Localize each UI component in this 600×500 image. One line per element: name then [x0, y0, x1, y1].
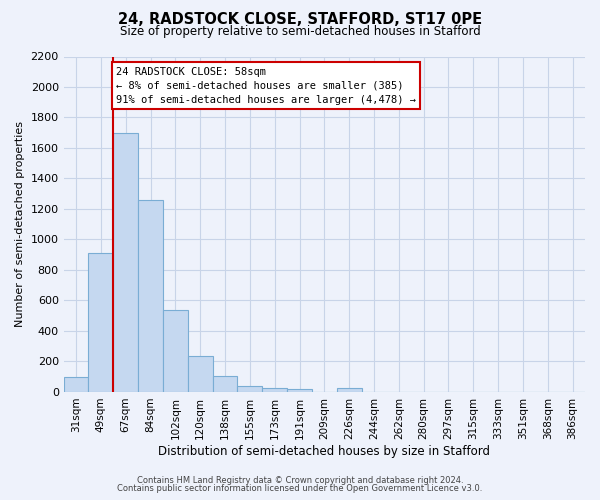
Text: Contains HM Land Registry data © Crown copyright and database right 2024.: Contains HM Land Registry data © Crown c… — [137, 476, 463, 485]
Text: 24 RADSTOCK CLOSE: 58sqm
← 8% of semi-detached houses are smaller (385)
91% of s: 24 RADSTOCK CLOSE: 58sqm ← 8% of semi-de… — [116, 66, 416, 104]
Bar — [138, 200, 163, 392]
X-axis label: Distribution of semi-detached houses by size in Stafford: Distribution of semi-detached houses by … — [158, 444, 490, 458]
Text: Contains public sector information licensed under the Open Government Licence v3: Contains public sector information licen… — [118, 484, 482, 493]
Bar — [113, 132, 138, 392]
Bar — [88, 253, 113, 392]
Text: Size of property relative to semi-detached houses in Stafford: Size of property relative to semi-detach… — [119, 25, 481, 38]
Bar — [262, 388, 287, 392]
Y-axis label: Number of semi-detached properties: Number of semi-detached properties — [15, 121, 25, 327]
Bar — [212, 376, 238, 392]
Bar — [238, 386, 262, 392]
Bar — [337, 388, 362, 392]
Bar — [163, 310, 188, 392]
Bar — [64, 376, 88, 392]
Bar — [287, 389, 312, 392]
Bar — [188, 356, 212, 392]
Text: 24, RADSTOCK CLOSE, STAFFORD, ST17 0PE: 24, RADSTOCK CLOSE, STAFFORD, ST17 0PE — [118, 12, 482, 28]
